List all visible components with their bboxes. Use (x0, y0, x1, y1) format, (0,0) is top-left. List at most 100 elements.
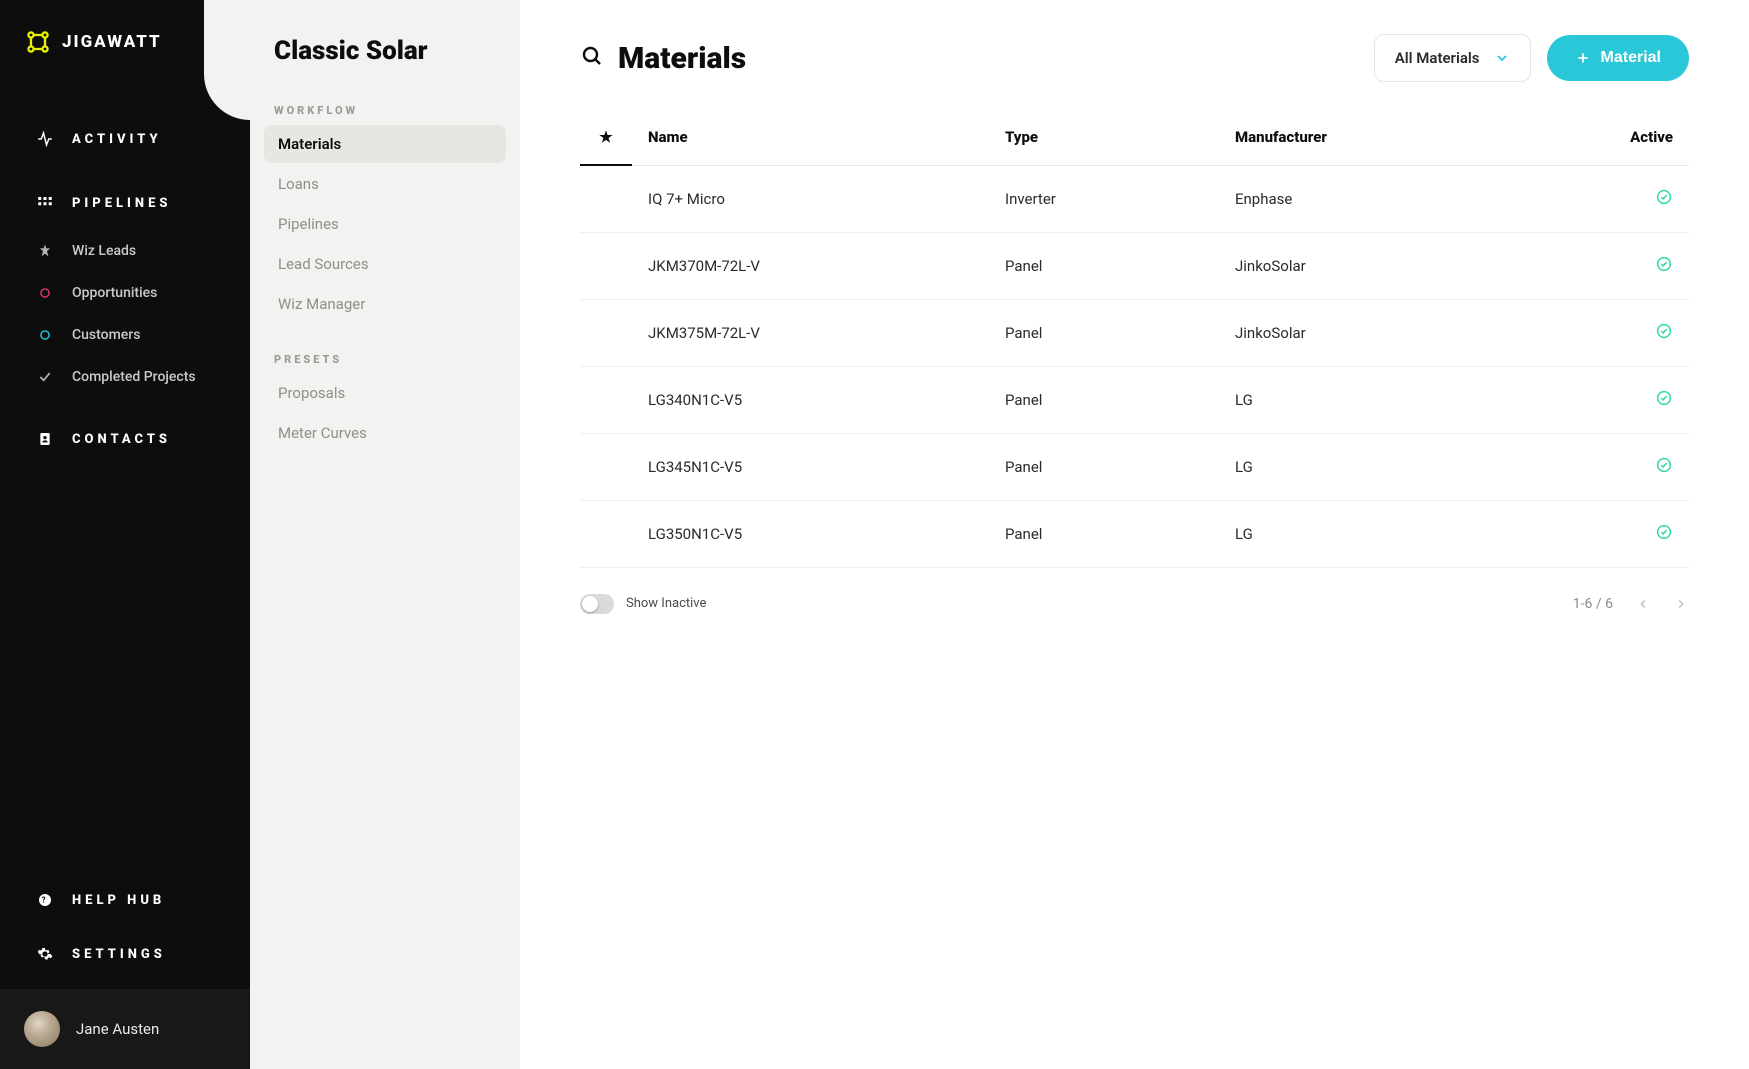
chevron-double-left-icon (207, 33, 225, 51)
active-check-icon (1655, 255, 1673, 273)
active-check-icon (1655, 523, 1673, 541)
nav-activity[interactable]: ACTIVITY (0, 112, 250, 166)
svg-text:?: ? (42, 896, 49, 905)
nav-label: HELP HUB (72, 893, 165, 908)
column-name[interactable]: Name (632, 110, 989, 165)
nav-pipelines[interactable]: PIPELINES (0, 176, 250, 230)
pipelines-icon (36, 194, 54, 212)
gear-icon (36, 945, 54, 963)
plus-icon (1575, 50, 1591, 66)
nav-item-customers[interactable]: Customers (0, 314, 250, 356)
search-icon[interactable] (580, 44, 604, 72)
user-menu[interactable]: Jane Austen (0, 989, 250, 1069)
create-material-button[interactable]: Material (1547, 35, 1689, 81)
materials-filter-dropdown[interactable]: All Materials (1374, 34, 1531, 82)
nav-label: SETTINGS (72, 947, 166, 962)
nav-help-hub[interactable]: ? HELP HUB (0, 873, 250, 927)
active-check-icon (1655, 389, 1673, 407)
nav-item-label: Completed Projects (72, 369, 196, 385)
cell-active (1579, 232, 1689, 299)
user-name: Jane Austen (76, 1020, 159, 1038)
nav-item-label: Wiz Leads (72, 243, 136, 259)
pagination: 1-6 / 6 (1573, 596, 1689, 612)
cell-manufacturer: LG (1219, 366, 1579, 433)
subnav-group-presets: PRESETS Proposals Meter Curves (264, 341, 506, 452)
show-inactive-label: Show Inactive (626, 596, 706, 611)
column-type[interactable]: Type (989, 110, 1219, 165)
nav-contacts[interactable]: CONTACTS (0, 412, 250, 466)
page-header: Materials All Materials Material (580, 34, 1689, 82)
table-row[interactable]: LG345N1C-V5PanelLG (580, 433, 1689, 500)
sidebar-footer: ? HELP HUB SETTINGS (0, 873, 250, 989)
cell-active (1579, 433, 1689, 500)
page-title: Materials (618, 41, 746, 76)
nav-item-label: Opportunities (72, 285, 157, 301)
active-check-icon (1655, 322, 1673, 340)
column-manufacturer[interactable]: Manufacturer (1219, 110, 1579, 165)
subnav-item-pipelines[interactable]: Pipelines (264, 205, 506, 243)
circle-pink-icon (36, 284, 54, 302)
nav-item-wiz-leads[interactable]: Wiz Leads (0, 230, 250, 272)
sidebar-header: JIGAWATT (0, 0, 250, 84)
activity-icon (36, 130, 54, 148)
brand-logo[interactable]: JIGAWATT (24, 28, 162, 56)
brand-icon (24, 28, 52, 56)
chevron-down-icon (1494, 50, 1510, 66)
check-icon (36, 368, 54, 386)
active-check-icon (1655, 188, 1673, 206)
circle-teal-icon (36, 326, 54, 344)
table-row[interactable]: LG350N1C-V5PanelLG (580, 500, 1689, 567)
secondary-sidebar: Classic Solar WORKFLOW Materials Loans P… (250, 0, 520, 1069)
cell-active (1579, 299, 1689, 366)
create-button-label: Material (1601, 49, 1661, 67)
nav-item-opportunities[interactable]: Opportunities (0, 272, 250, 314)
table-row[interactable]: JKM370M-72L-VPanelJinkoSolar (580, 232, 1689, 299)
subnav-item-materials[interactable]: Materials (264, 125, 506, 163)
pagination-range: 1-6 / 6 (1573, 596, 1613, 612)
cell-active (1579, 366, 1689, 433)
collapse-sidebar-button[interactable] (202, 28, 230, 56)
column-star[interactable]: ★ (580, 110, 632, 165)
table-row[interactable]: IQ 7+ MicroInverterEnphase (580, 165, 1689, 232)
table-header-row: ★ Name Type Manufacturer Active (580, 110, 1689, 165)
chevron-left-icon (1636, 597, 1650, 611)
nav-settings[interactable]: SETTINGS (0, 927, 250, 981)
cell-name: IQ 7+ Micro (632, 165, 989, 232)
workspace-title: Classic Solar (264, 30, 506, 92)
avatar (24, 1011, 60, 1047)
subnav-group-workflow: WORKFLOW Materials Loans Pipelines Lead … (264, 92, 506, 323)
nav-label: ACTIVITY (72, 132, 162, 147)
pagination-next-button[interactable] (1673, 596, 1689, 612)
filter-selected-label: All Materials (1395, 49, 1480, 67)
star-icon: ★ (599, 128, 612, 146)
column-active[interactable]: Active (1579, 110, 1689, 165)
cell-type: Panel (989, 500, 1219, 567)
nav-item-completed-projects[interactable]: Completed Projects (0, 356, 250, 398)
contacts-icon (36, 430, 54, 448)
pagination-prev-button[interactable] (1635, 596, 1651, 612)
subnav-section-label: WORKFLOW (264, 92, 506, 125)
nav-label: PIPELINES (72, 196, 171, 211)
subnav-item-wiz-manager[interactable]: Wiz Manager (264, 285, 506, 323)
cell-name: JKM370M-72L-V (632, 232, 989, 299)
cell-manufacturer: JinkoSolar (1219, 232, 1579, 299)
subnav-item-meter-curves[interactable]: Meter Curves (264, 414, 506, 452)
subnav-item-loans[interactable]: Loans (264, 165, 506, 203)
subnav-item-lead-sources[interactable]: Lead Sources (264, 245, 506, 283)
cell-name: LG340N1C-V5 (632, 366, 989, 433)
cell-manufacturer: LG (1219, 433, 1579, 500)
cell-manufacturer: JinkoSolar (1219, 299, 1579, 366)
cell-name: JKM375M-72L-V (632, 299, 989, 366)
cell-active (1579, 165, 1689, 232)
main-content: Materials All Materials Material ★ Name … (520, 0, 1749, 1069)
chevron-right-icon (1674, 597, 1688, 611)
table-footer: Show Inactive 1-6 / 6 (580, 568, 1689, 614)
cell-name: LG345N1C-V5 (632, 433, 989, 500)
sidebar-nav-list: ACTIVITY PIPELINES Wiz Leads Opportuniti… (0, 84, 250, 873)
show-inactive-toggle[interactable] (580, 594, 614, 614)
table-row[interactable]: LG340N1C-V5PanelLG (580, 366, 1689, 433)
subnav-item-proposals[interactable]: Proposals (264, 374, 506, 412)
table-row[interactable]: JKM375M-72L-VPanelJinkoSolar (580, 299, 1689, 366)
brand-name: JIGAWATT (62, 32, 162, 52)
primary-sidebar: JIGAWATT ACTIVITY PIPELINES Wiz Leads (0, 0, 250, 1069)
